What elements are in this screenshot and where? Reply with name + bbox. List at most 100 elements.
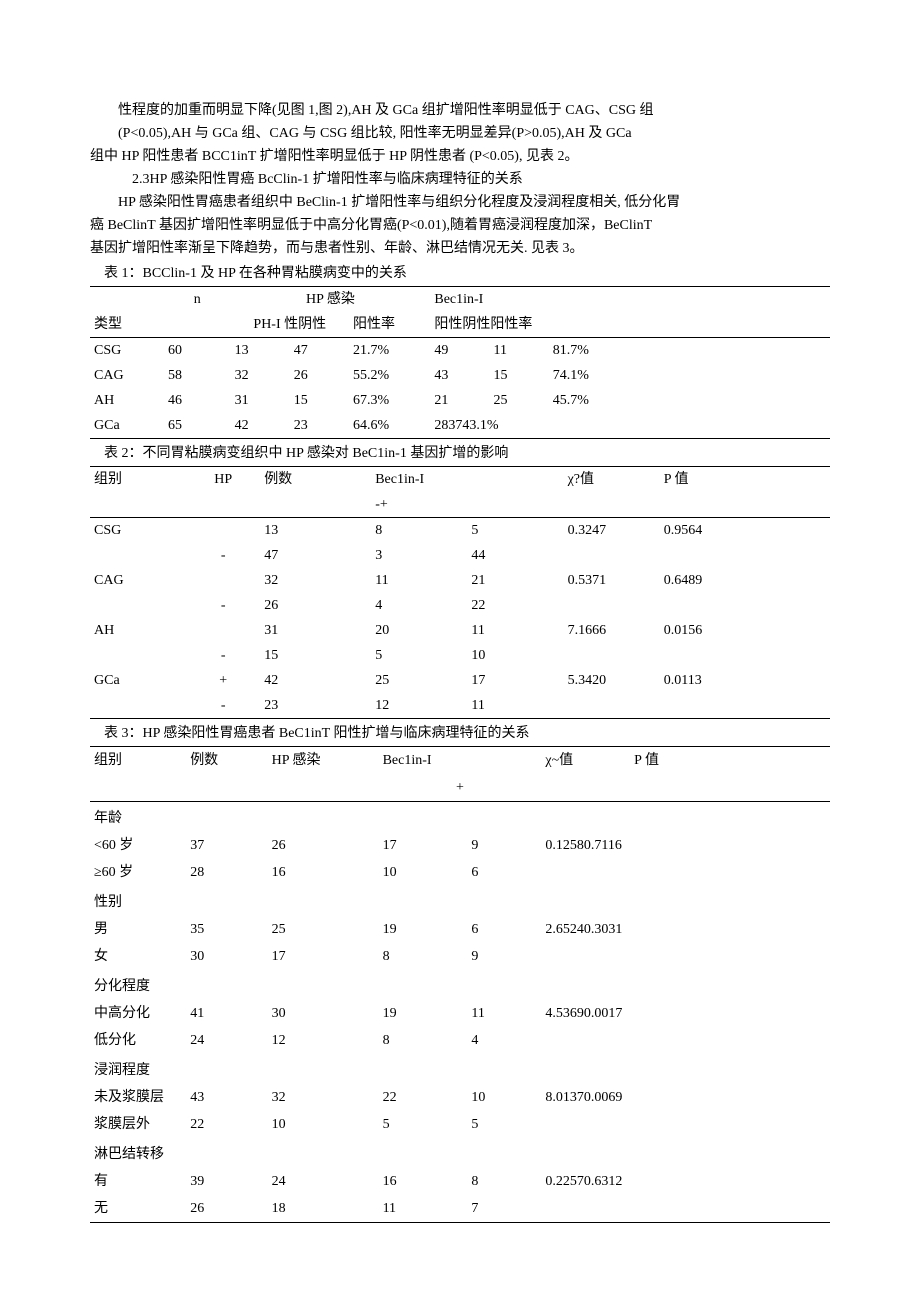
cell: [756, 518, 830, 544]
cell: 25: [490, 388, 549, 413]
cell: 26: [290, 363, 349, 388]
cell: [756, 668, 830, 693]
t2-c2: HP: [186, 467, 260, 493]
t2-c1: 组别: [90, 467, 186, 493]
cell: 3: [371, 543, 467, 568]
cell: 283743.1%: [430, 413, 637, 439]
cell: 17: [467, 668, 563, 693]
cell: GCa: [90, 413, 164, 439]
cell: 低分化: [90, 1027, 186, 1054]
cell: -: [186, 693, 260, 719]
col-bec-sub: 阳性阴性阳性率: [430, 312, 637, 338]
cell: [90, 693, 186, 719]
cell: 24: [186, 1027, 267, 1054]
table-row: 无2618117: [90, 1195, 830, 1223]
t3-sub: +: [379, 774, 542, 802]
cell: 0.6489: [660, 568, 756, 593]
table-row: 中高分化413019114.53690.0017: [90, 1000, 830, 1027]
cell: 0.3247: [564, 518, 660, 544]
cell: +: [186, 668, 260, 693]
cell: 42: [231, 413, 290, 439]
group-label-cell: 分化程度: [90, 970, 830, 1000]
cell: [638, 338, 830, 364]
cell: CAG: [90, 363, 164, 388]
cell: 0.22570.6312: [541, 1168, 719, 1195]
cell: 23: [260, 693, 371, 719]
cell: [719, 1111, 830, 1138]
cell: 17: [379, 832, 468, 859]
t3-c6: P 值: [630, 747, 719, 775]
t3-c4: Bec1in-I: [379, 747, 542, 775]
cell: 5: [371, 643, 467, 668]
cell: 42: [260, 668, 371, 693]
cell: 25: [371, 668, 467, 693]
cell: 15: [490, 363, 549, 388]
cell: [756, 693, 830, 719]
cell: 0.0113: [660, 668, 756, 693]
table-group-label: 淋巴结转移: [90, 1138, 830, 1168]
cell: 20: [371, 618, 467, 643]
cell: 2.65240.3031: [541, 916, 719, 943]
cell: 23: [290, 413, 349, 439]
table2: 组别 HP 例数 Bec1in-I χ?值 P 值 -+ CSG13850.32…: [90, 466, 830, 719]
cell: [719, 1027, 830, 1054]
cell: [660, 693, 756, 719]
paragraph: 2.3HP 感染阳性胃癌 BcClin-1 扩增阳性率与临床病理特征的关系: [90, 169, 830, 190]
t2-c3: 例数: [260, 467, 371, 493]
cell: 41: [186, 1000, 267, 1027]
cell: 16: [379, 1168, 468, 1195]
cell: 11: [467, 693, 563, 719]
cell: 17: [268, 943, 379, 970]
table-row: CSG13850.32470.9564: [90, 518, 830, 544]
cell: 5.3420: [564, 668, 660, 693]
col-n: n: [164, 287, 231, 313]
cell: AH: [90, 618, 186, 643]
cell: 21.7%: [349, 338, 430, 364]
cell: [756, 643, 830, 668]
cell: [719, 943, 830, 970]
cell: 25: [268, 916, 379, 943]
cell: [564, 693, 660, 719]
cell: 6: [467, 859, 541, 886]
cell: 11: [467, 1000, 541, 1027]
cell: 31: [231, 388, 290, 413]
cell: 26: [260, 593, 371, 618]
t2-sub: -+: [371, 492, 563, 518]
table-row: <60 岁37261790.12580.7116: [90, 832, 830, 859]
cell: [756, 618, 830, 643]
cell: 12: [268, 1027, 379, 1054]
cell: 18: [268, 1195, 379, 1223]
t2-c5: χ?值: [564, 467, 660, 493]
cell: <60 岁: [90, 832, 186, 859]
cell: 37: [186, 832, 267, 859]
group-label-cell: 年龄: [90, 802, 830, 833]
cell: [638, 413, 830, 439]
cell: [719, 832, 830, 859]
col-bec-group: Bec1in-I: [430, 287, 637, 313]
cell: 22: [379, 1084, 468, 1111]
cell: 65: [164, 413, 231, 439]
cell: 45.7%: [549, 388, 638, 413]
cell: 67.3%: [349, 388, 430, 413]
cell: 0.12580.7116: [541, 832, 719, 859]
table-row: 男35251962.65240.3031: [90, 916, 830, 943]
cell: 8: [467, 1168, 541, 1195]
col-hp-group: HP 感染: [231, 287, 431, 313]
cell: [186, 618, 260, 643]
cell: 74.1%: [549, 363, 638, 388]
cell: 7.1666: [564, 618, 660, 643]
t3-c1: 组别: [90, 747, 186, 775]
table1: n HP 感染 Bec1in-I 类型 PH-I 性阴性 阳性率 阳性阴性阳性率…: [90, 286, 830, 439]
cell: 12: [371, 693, 467, 719]
cell: 58: [164, 363, 231, 388]
cell: 11: [379, 1195, 468, 1223]
paragraph: 性程度的加重而明显下降(见图 1,图 2),AH 及 GCa 组扩增阳性率明显低…: [90, 100, 830, 121]
cell: 46: [164, 388, 231, 413]
cell: 81.7%: [549, 338, 638, 364]
cell: 26: [268, 832, 379, 859]
cell: 31: [260, 618, 371, 643]
cell: 10: [268, 1111, 379, 1138]
t3-c5: χ~值: [541, 747, 630, 775]
cell: [719, 1195, 830, 1223]
group-label-cell: 淋巴结转移: [90, 1138, 830, 1168]
